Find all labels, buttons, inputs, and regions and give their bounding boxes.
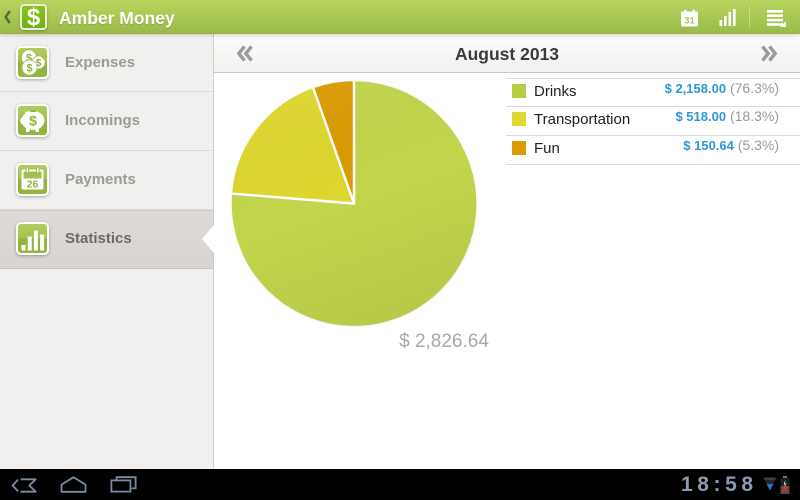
svg-text:$: $ — [26, 53, 32, 65]
svg-text:$: $ — [36, 58, 42, 69]
svg-text:31: 31 — [684, 16, 695, 27]
svg-text:$: $ — [26, 63, 32, 75]
svg-text:26: 26 — [27, 179, 39, 191]
svg-text:$: $ — [29, 113, 37, 129]
